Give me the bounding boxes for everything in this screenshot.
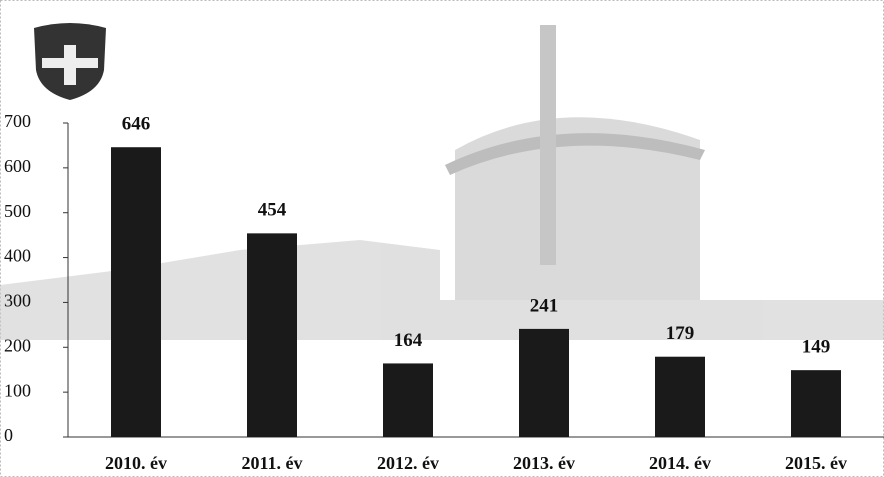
- y-tick-label: 400: [4, 246, 31, 266]
- data-label: 179: [666, 323, 695, 344]
- y-tick-label: 0: [4, 425, 13, 445]
- data-label: 149: [802, 337, 831, 358]
- data-label: 164: [394, 330, 423, 351]
- data-label: 241: [530, 295, 559, 316]
- data-label: 454: [258, 200, 287, 221]
- x-tick-label: 2015. év: [785, 453, 847, 473]
- y-tick-label: 200: [4, 335, 31, 355]
- x-tick-label: 2010. év: [105, 453, 167, 473]
- bar: [383, 363, 433, 437]
- x-tick-label: 2011. év: [242, 453, 303, 473]
- y-tick-label: 600: [4, 156, 31, 176]
- x-tick-label: 2014. év: [649, 453, 711, 473]
- background-sculpture: [540, 25, 556, 265]
- emblem-stripe: [64, 45, 76, 85]
- chart: 0 100 200 300 400 500 600 700 2010. év 646 2011. é…: [0, 0, 884, 477]
- data-label: 646: [122, 114, 151, 135]
- y-tick-label: 300: [4, 291, 31, 311]
- x-tick-label: 2012. év: [377, 453, 439, 473]
- y-tick-label: 700: [4, 111, 31, 131]
- bar: [791, 370, 841, 437]
- bar: [247, 233, 297, 437]
- y-tick-label: 100: [4, 380, 31, 400]
- bar: [519, 329, 569, 437]
- x-tick-label: 2013. év: [513, 453, 575, 473]
- bar: [655, 357, 705, 437]
- y-tick-label: 500: [4, 201, 31, 221]
- bar: [111, 147, 161, 437]
